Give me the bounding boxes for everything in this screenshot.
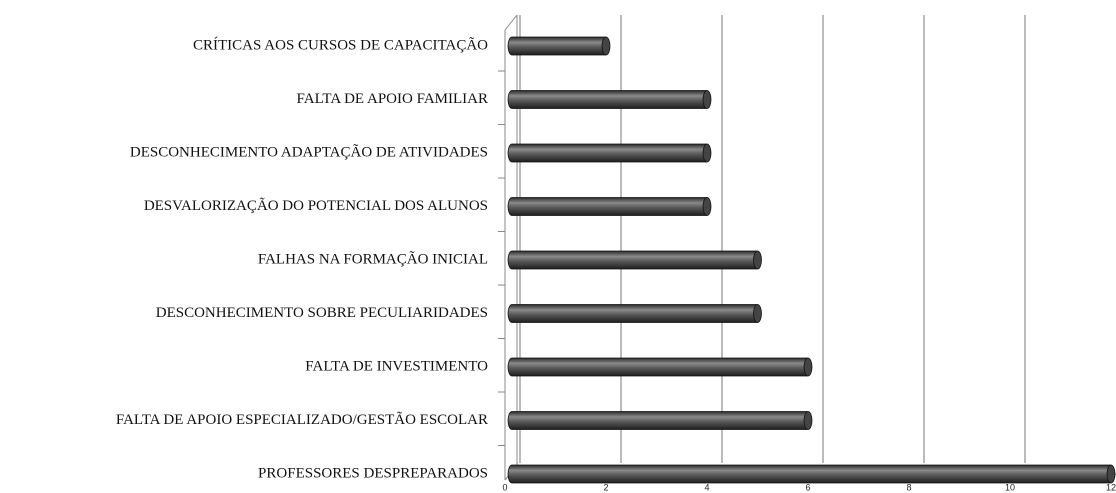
- y-tick-label: PROFESSORES DESPREPARADOS: [258, 465, 488, 481]
- bar: [507, 304, 761, 323]
- bar-cap: [601, 36, 611, 56]
- y-tick-label: FALTA DE APOIO FAMILIAR: [297, 91, 488, 107]
- bar-cap: [702, 90, 712, 109]
- y-tick-label: CRÍTICAS AOS CURSOS DE CAPACITAÇÃO: [193, 36, 488, 53]
- y-tick-label: FALTA DE APOIO ESPECIALIZADO/GESTÃO ESCO…: [116, 412, 488, 428]
- x-tick-label: 0: [502, 482, 507, 492]
- bar: [507, 90, 711, 109]
- bar-cap: [803, 357, 813, 377]
- bar-cap: [803, 411, 813, 430]
- bar-cap: [753, 304, 762, 323]
- bar-cap: [702, 143, 712, 163]
- x-tick-label: 12: [1106, 482, 1116, 492]
- x-tick-label: 4: [704, 482, 709, 492]
- y-tick-label: DESCONHECIMENTO SOBRE PECULIARIDADES: [156, 305, 488, 321]
- bar-cap: [1106, 464, 1116, 484]
- y-tick-label: FALHAS NA FORMAÇÃO INICIAL: [258, 251, 488, 267]
- bar: [507, 36, 610, 56]
- y-tick-label: DESCONHECIMENTO ADAPTAÇÃO DE ATIVIDADES: [130, 144, 488, 160]
- bar-cap: [702, 197, 712, 216]
- bar: [507, 357, 812, 377]
- y-tick-label: DESVALORIZAÇÃO DO POTENCIAL DOS ALUNOS: [144, 198, 488, 214]
- x-tick-label: 6: [805, 482, 810, 492]
- x-tick-label: 10: [1005, 482, 1015, 492]
- axis-line: [504, 14, 518, 31]
- bar: [507, 250, 761, 270]
- bar: [507, 464, 1115, 484]
- x-tick-label: 2: [603, 482, 608, 492]
- bar: [507, 411, 812, 430]
- bar: [507, 197, 711, 216]
- y-tick-label: FALTA DE INVESTIMENTO: [305, 358, 488, 374]
- bar-cap: [753, 250, 762, 270]
- bar: [507, 143, 711, 163]
- x-tick-label: 8: [906, 482, 911, 492]
